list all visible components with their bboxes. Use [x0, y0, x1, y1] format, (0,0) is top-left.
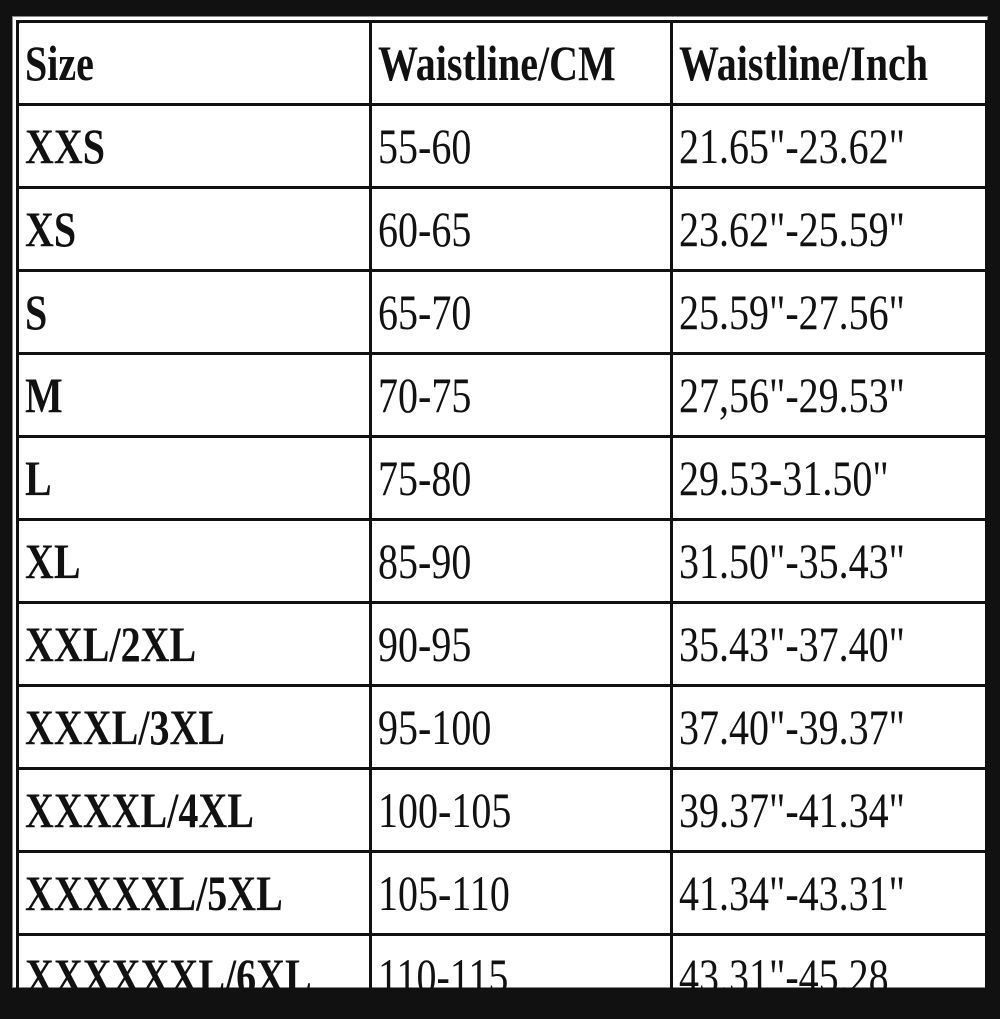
header-waist-cm: Waistline/CM: [369, 20, 673, 106]
size-cell: XS: [16, 186, 372, 272]
waist-inch-cell: 25.59"-27.56": [670, 269, 988, 355]
size-cell: XXS: [16, 103, 372, 189]
table-row: XXXXXL/5XL 105-110 41.34"-43.31": [16, 850, 988, 936]
table-row: S 65-70 25.59"-27.56": [16, 269, 988, 355]
waist-inch-cell: 31.50"-35.43": [670, 518, 988, 604]
waist-cm-cell: 85-90: [369, 518, 673, 604]
waist-cm-cell: 65-70: [369, 269, 673, 355]
table-row: XS 60-65 23.62"-25.59": [16, 186, 988, 272]
waist-cm-cell: 75-80: [369, 435, 673, 521]
waist-inch-cell: 23.62"-25.59": [670, 186, 988, 272]
waist-cm-cell: 70-75: [369, 352, 673, 438]
table-row: M 70-75 27,56"-29.53": [16, 352, 988, 438]
header-waist-inch: Waistline/Inch: [670, 20, 988, 106]
size-cell: S: [16, 269, 372, 355]
size-cell: XXXL/3XL: [16, 684, 372, 770]
size-cell: M: [16, 352, 372, 438]
waist-cm-cell: 55-60: [369, 103, 673, 189]
waist-cm-cell: 110-115: [369, 933, 673, 1019]
waist-inch-cell: 39.37"-41.34": [670, 767, 988, 853]
table-row: XL 85-90 31.50"-35.43": [16, 518, 988, 604]
header-row: Size Waistline/CM Waistline/Inch: [16, 20, 988, 106]
table-row: XXXXXXL/6XL 110-115 43.31"-45.28: [16, 933, 988, 1019]
waist-inch-cell: 21.65"-23.62": [670, 103, 988, 189]
waist-cm-cell: 60-65: [369, 186, 673, 272]
waist-cm-cell: 90-95: [369, 601, 673, 687]
table-row: XXXL/3XL 95-100 37.40"-39.37": [16, 684, 988, 770]
size-table: Size Waistline/CM Waistline/Inch XXS 55-6…: [16, 20, 988, 1019]
waist-inch-cell: 43.31"-45.28: [670, 933, 988, 1019]
size-cell: L: [16, 435, 372, 521]
size-cell: XXXXXXL/6XL: [16, 933, 372, 1019]
size-cell: XXL/2XL: [16, 601, 372, 687]
header-size: Size: [16, 20, 372, 106]
waist-inch-cell: 27,56"-29.53": [670, 352, 988, 438]
waist-cm-cell: 105-110: [369, 850, 673, 936]
waist-cm-cell: 95-100: [369, 684, 673, 770]
waist-inch-cell: 35.43"-37.40": [670, 601, 988, 687]
table-row: L 75-80 29.53-31.50": [16, 435, 988, 521]
size-cell: XXXXL/4XL: [16, 767, 372, 853]
table-row: XXXXL/4XL 100-105 39.37"-41.34": [16, 767, 988, 853]
waist-inch-cell: 29.53-31.50": [670, 435, 988, 521]
waist-inch-cell: 37.40"-39.37": [670, 684, 988, 770]
table-row: XXS 55-60 21.65"-23.62": [16, 103, 988, 189]
waist-cm-cell: 100-105: [369, 767, 673, 853]
size-cell: XL: [16, 518, 372, 604]
size-chart: Size Waistline/CM Waistline/Inch XXS 55-6…: [12, 16, 988, 1019]
size-cell: XXXXXL/5XL: [16, 850, 372, 936]
table-row: XXL/2XL 90-95 35.43"-37.40": [16, 601, 988, 687]
waist-inch-cell: 41.34"-43.31": [670, 850, 988, 936]
